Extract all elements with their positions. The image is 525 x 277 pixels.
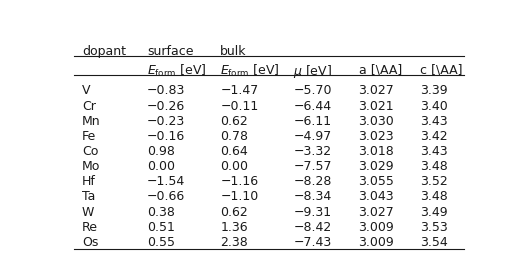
Text: −0.23: −0.23 <box>147 115 185 128</box>
Text: 3.055: 3.055 <box>359 175 394 188</box>
Text: Co: Co <box>82 145 98 158</box>
Text: $E_\mathrm{form}$ [eV]: $E_\mathrm{form}$ [eV] <box>220 63 280 79</box>
Text: Mn: Mn <box>82 115 100 128</box>
Text: a [\AA]: a [\AA] <box>359 63 402 76</box>
Text: Re: Re <box>82 221 98 234</box>
Text: 3.043: 3.043 <box>359 190 394 203</box>
Text: −5.70: −5.70 <box>293 84 332 98</box>
Text: −0.26: −0.26 <box>147 99 185 112</box>
Text: −0.16: −0.16 <box>147 130 185 143</box>
Text: 3.018: 3.018 <box>359 145 394 158</box>
Text: −8.28: −8.28 <box>293 175 332 188</box>
Text: 1.36: 1.36 <box>220 221 248 234</box>
Text: 3.009: 3.009 <box>359 236 394 249</box>
Text: surface: surface <box>147 45 194 58</box>
Text: −1.16: −1.16 <box>220 175 258 188</box>
Text: 3.027: 3.027 <box>359 206 394 219</box>
Text: 0.62: 0.62 <box>220 206 248 219</box>
Text: −7.43: −7.43 <box>293 236 332 249</box>
Text: 3.49: 3.49 <box>419 206 447 219</box>
Text: 3.39: 3.39 <box>419 84 447 98</box>
Text: W: W <box>82 206 94 219</box>
Text: 3.43: 3.43 <box>419 115 447 128</box>
Text: −1.10: −1.10 <box>220 190 258 203</box>
Text: 0.00: 0.00 <box>147 160 175 173</box>
Text: 3.023: 3.023 <box>359 130 394 143</box>
Text: 3.027: 3.027 <box>359 84 394 98</box>
Text: 3.52: 3.52 <box>419 175 447 188</box>
Text: Os: Os <box>82 236 98 249</box>
Text: Fe: Fe <box>82 130 96 143</box>
Text: 3.40: 3.40 <box>419 99 447 112</box>
Text: 3.029: 3.029 <box>359 160 394 173</box>
Text: −4.97: −4.97 <box>293 130 332 143</box>
Text: 0.78: 0.78 <box>220 130 248 143</box>
Text: $E_\mathrm{form}$ [eV]: $E_\mathrm{form}$ [eV] <box>147 63 207 79</box>
Text: 2.38: 2.38 <box>220 236 248 249</box>
Text: 3.48: 3.48 <box>419 160 447 173</box>
Text: 0.98: 0.98 <box>147 145 175 158</box>
Text: −6.11: −6.11 <box>293 115 332 128</box>
Text: −8.34: −8.34 <box>293 190 332 203</box>
Text: −1.47: −1.47 <box>220 84 258 98</box>
Text: 3.021: 3.021 <box>359 99 394 112</box>
Text: 3.53: 3.53 <box>419 221 447 234</box>
Text: −6.44: −6.44 <box>293 99 332 112</box>
Text: 0.00: 0.00 <box>220 160 248 173</box>
Text: 0.51: 0.51 <box>147 221 175 234</box>
Text: 0.38: 0.38 <box>147 206 175 219</box>
Text: 3.43: 3.43 <box>419 145 447 158</box>
Text: Ta: Ta <box>82 190 95 203</box>
Text: bulk: bulk <box>220 45 247 58</box>
Text: 3.54: 3.54 <box>419 236 447 249</box>
Text: 3.48: 3.48 <box>419 190 447 203</box>
Text: c [\AA]: c [\AA] <box>419 63 462 76</box>
Text: 0.64: 0.64 <box>220 145 248 158</box>
Text: 3.42: 3.42 <box>419 130 447 143</box>
Text: 0.62: 0.62 <box>220 115 248 128</box>
Text: V: V <box>82 84 90 98</box>
Text: −0.83: −0.83 <box>147 84 185 98</box>
Text: Cr: Cr <box>82 99 96 112</box>
Text: −3.32: −3.32 <box>293 145 332 158</box>
Text: 0.55: 0.55 <box>147 236 175 249</box>
Text: dopant: dopant <box>82 45 126 58</box>
Text: Hf: Hf <box>82 175 96 188</box>
Text: −7.57: −7.57 <box>293 160 332 173</box>
Text: −9.31: −9.31 <box>293 206 332 219</box>
Text: −0.11: −0.11 <box>220 99 258 112</box>
Text: −0.66: −0.66 <box>147 190 185 203</box>
Text: Mo: Mo <box>82 160 100 173</box>
Text: −8.42: −8.42 <box>293 221 332 234</box>
Text: 3.009: 3.009 <box>359 221 394 234</box>
Text: 3.030: 3.030 <box>359 115 394 128</box>
Text: $\mu$ [eV]: $\mu$ [eV] <box>293 63 332 80</box>
Text: −1.54: −1.54 <box>147 175 185 188</box>
